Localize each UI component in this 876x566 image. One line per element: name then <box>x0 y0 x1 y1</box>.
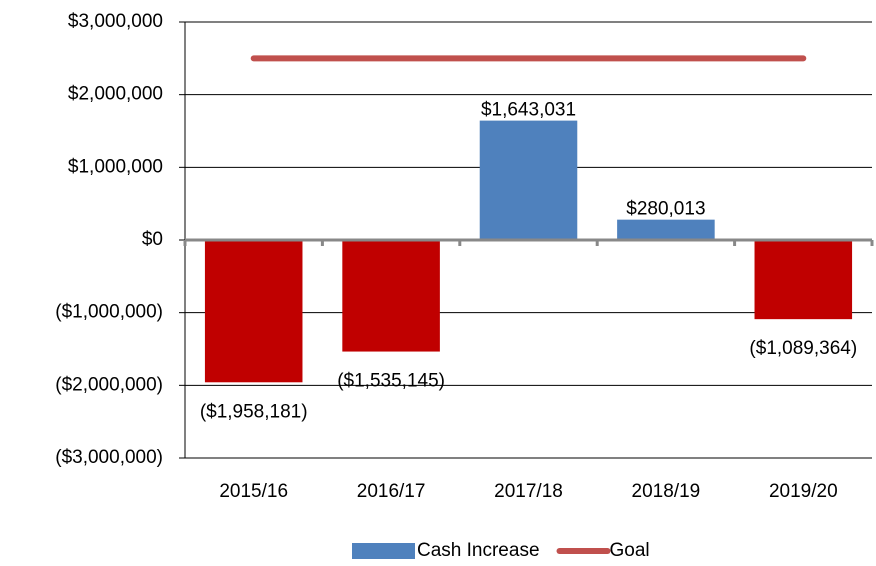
legend-label: Goal <box>610 540 650 561</box>
legend-label: Cash Increase <box>417 540 540 561</box>
data-label: ($1,958,181) <box>200 401 308 422</box>
legend-swatch <box>352 543 415 559</box>
data-label: $1,643,031 <box>481 100 576 121</box>
bar <box>617 219 715 240</box>
bar <box>204 240 303 383</box>
x-tick-label: 2018/19 <box>632 481 701 502</box>
x-tick-label: 2017/18 <box>494 481 563 502</box>
data-label: ($1,089,364) <box>749 338 857 359</box>
y-tick-label: ($3,000,000) <box>55 447 163 468</box>
y-tick-label: $0 <box>142 229 163 250</box>
y-tick-label: $1,000,000 <box>68 156 163 177</box>
y-tick-label: ($1,000,000) <box>55 302 163 323</box>
data-label: $280,013 <box>626 199 705 220</box>
y-tick-label: $2,000,000 <box>68 84 163 105</box>
y-tick-label: ($2,000,000) <box>55 374 163 395</box>
x-tick-label: 2015/16 <box>219 481 288 502</box>
x-tick-label: 2016/17 <box>357 481 426 502</box>
bar <box>754 240 853 320</box>
bar <box>342 240 440 352</box>
data-label: ($1,535,145) <box>337 371 445 392</box>
bar <box>479 120 578 240</box>
x-tick-label: 2019/20 <box>769 481 838 502</box>
y-tick-label: $3,000,000 <box>68 11 163 32</box>
